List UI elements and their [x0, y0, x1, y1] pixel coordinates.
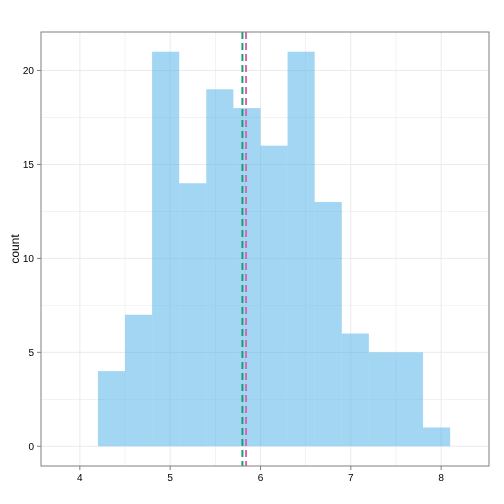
histogram-bar	[314, 202, 342, 447]
x-tick-label: 5	[167, 473, 173, 484]
x-tick-label: 4	[77, 473, 83, 484]
histogram-bar	[260, 145, 288, 447]
x-tick-label: 8	[438, 473, 444, 484]
histogram-bar	[287, 51, 315, 447]
histogram-bar	[423, 427, 451, 447]
histogram-bar	[206, 89, 234, 447]
x-tick-label: 7	[348, 473, 354, 484]
histogram-bar	[341, 333, 369, 447]
y-tick-label: 10	[23, 254, 35, 265]
y-axis-title: count	[8, 234, 22, 264]
histogram-bar	[125, 314, 153, 447]
x-tick-label: 6	[258, 473, 264, 484]
histogram-bar	[179, 183, 207, 447]
histogram-bar	[152, 51, 180, 447]
histogram-bar	[368, 352, 396, 447]
y-tick-label: 15	[23, 160, 35, 171]
histogram-bar	[97, 371, 125, 447]
panel-border	[40, 31, 490, 467]
y-tick-label: 5	[28, 348, 34, 359]
histogram-bar	[395, 352, 424, 447]
y-tick-label: 20	[23, 66, 35, 77]
y-tick-label: 0	[28, 442, 34, 453]
